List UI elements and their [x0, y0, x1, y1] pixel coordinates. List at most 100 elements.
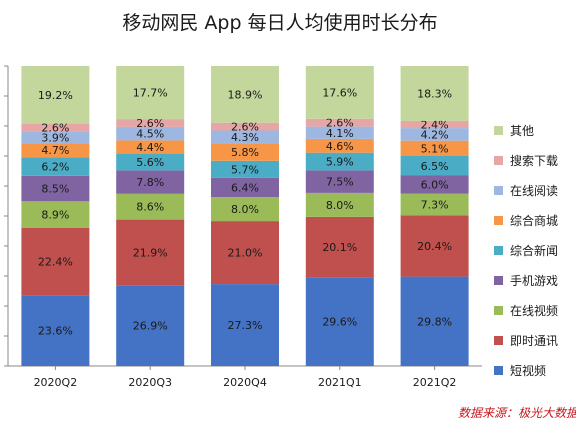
x-tick-label: 2021Q1	[318, 376, 362, 389]
bar-segment	[305, 126, 374, 139]
bar-segment	[400, 276, 469, 366]
data-label: 18.9%	[228, 88, 263, 101]
bar-segment	[400, 66, 469, 121]
data-label: 22.4%	[38, 256, 73, 269]
source-note: 数据来源：极光大数据	[458, 406, 576, 420]
bar-segment	[21, 175, 90, 202]
legend-label: 搜索下载	[510, 153, 558, 168]
legend-label: 在线阅读	[510, 184, 558, 198]
data-label: 2.4%	[421, 119, 449, 132]
data-label: 21.0%	[228, 247, 263, 260]
data-label: 4.3%	[231, 131, 259, 144]
data-label: 8.0%	[326, 199, 354, 212]
data-label: 5.7%	[231, 163, 259, 176]
bar-segment	[116, 193, 185, 220]
data-label: 4.7%	[41, 144, 69, 157]
data-label: 23.6%	[38, 325, 73, 338]
data-label: 6.5%	[421, 160, 449, 173]
data-label: 2.6%	[136, 117, 164, 130]
legend-label: 综合新闻	[510, 243, 558, 258]
bar-segment	[305, 277, 374, 366]
bar-segment	[116, 66, 185, 120]
data-label: 5.1%	[421, 142, 449, 155]
bar-segment	[211, 177, 279, 198]
bar-segment	[305, 138, 374, 153]
legend-label: 短视频	[510, 363, 546, 378]
data-label: 6.0%	[421, 179, 449, 192]
legend-swatch	[494, 246, 503, 255]
bar-segment	[116, 170, 185, 194]
bar-segment	[400, 120, 469, 129]
bar-segment	[116, 140, 185, 154]
bar-segment	[21, 123, 90, 132]
legend-label: 其他	[510, 124, 534, 138]
bar-segment	[400, 193, 469, 216]
data-label: 29.8%	[417, 315, 452, 328]
legend-swatch	[494, 306, 503, 315]
data-label: 8.9%	[41, 209, 69, 222]
legend-label: 在线视频	[510, 303, 558, 318]
bar-segment	[21, 143, 90, 158]
data-label: 4.2%	[421, 128, 449, 141]
bar-segment	[400, 175, 469, 194]
bar-segment	[211, 197, 279, 222]
data-label: 6.2%	[41, 161, 69, 174]
legend-swatch	[494, 366, 503, 375]
bar-segment	[305, 118, 374, 127]
bar-segment	[400, 128, 469, 141]
bar-segment	[305, 192, 374, 217]
data-label: 27.3%	[228, 319, 263, 332]
legend-swatch	[494, 186, 503, 195]
data-label: 17.6%	[322, 86, 357, 99]
data-label: 8.6%	[136, 201, 164, 214]
data-label: 2.6%	[41, 122, 69, 135]
bar-segment	[211, 66, 279, 123]
chart-title: 移动网民 App 每日人均使用时长分布	[122, 12, 438, 34]
legend-label: 综合商城	[510, 213, 558, 228]
bar-segment	[211, 122, 279, 131]
data-label: 8.5%	[41, 183, 69, 196]
data-label: 4.4%	[136, 141, 164, 154]
x-tick-label: 2020Q2	[34, 376, 78, 389]
data-label: 21.9%	[133, 246, 168, 259]
data-label: 29.6%	[322, 316, 357, 329]
data-label: 2.6%	[326, 117, 354, 130]
x-tick-label: 2021Q2	[413, 376, 457, 389]
bar-segment	[211, 221, 279, 285]
bar-segment	[116, 153, 185, 171]
data-label: 2.6%	[231, 121, 259, 134]
bar-segment	[21, 228, 90, 296]
bar-segment	[21, 131, 90, 144]
data-label: 5.6%	[136, 156, 164, 169]
legend-swatch	[494, 276, 503, 285]
bar-segment	[400, 156, 469, 176]
bar-segment	[116, 119, 185, 127]
data-label: 20.1%	[322, 241, 357, 254]
legend-label: 手机游戏	[510, 274, 558, 288]
data-label: 17.7%	[133, 87, 168, 100]
data-label: 26.9%	[133, 320, 168, 333]
bar-segment	[116, 219, 185, 286]
bar-segment	[21, 66, 90, 124]
data-label: 3.9%	[41, 131, 69, 144]
bar-segment	[116, 126, 185, 141]
bar-segment	[21, 157, 90, 176]
bar-segment	[305, 66, 374, 119]
data-label: 7.8%	[136, 176, 164, 189]
bar-segment	[400, 215, 469, 277]
data-label: 7.3%	[421, 198, 449, 211]
data-label: 20.4%	[417, 240, 452, 253]
bar-segment	[305, 216, 374, 278]
data-label: 6.4%	[231, 182, 259, 195]
bar-segment	[116, 285, 185, 366]
bar-segment	[21, 295, 90, 366]
legend-swatch	[494, 156, 503, 165]
data-label: 7.5%	[326, 176, 354, 189]
x-tick-label: 2020Q3	[128, 376, 172, 389]
data-label: 4.1%	[326, 127, 354, 140]
data-label: 5.9%	[326, 156, 354, 169]
bar-segment	[211, 130, 279, 144]
bar-segment	[305, 170, 374, 193]
